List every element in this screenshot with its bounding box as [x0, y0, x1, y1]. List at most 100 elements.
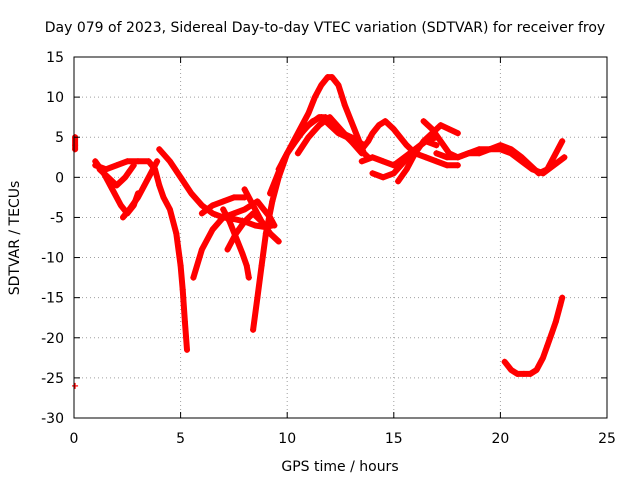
data-point [401, 158, 408, 165]
data-point [375, 122, 382, 129]
data-point [420, 118, 427, 125]
data-point [348, 118, 355, 125]
data-point [269, 198, 276, 205]
series-layer [72, 74, 568, 389]
data-point [552, 318, 559, 325]
data-point [109, 186, 116, 193]
data-point [166, 206, 173, 213]
data-point [390, 162, 397, 169]
data-point [122, 174, 129, 181]
data-point [508, 150, 515, 157]
y-tick-label: -20 [41, 331, 64, 347]
data-point [241, 206, 248, 213]
series-line [395, 122, 461, 185]
data-point [341, 102, 348, 109]
series-line [501, 294, 566, 377]
data-point [497, 146, 504, 153]
y-tick-label: -10 [41, 251, 64, 267]
data-point [369, 154, 376, 161]
data-point [209, 226, 216, 233]
data-point [454, 154, 461, 161]
data-point [258, 218, 265, 225]
data-point [183, 346, 190, 353]
data-point [284, 150, 291, 157]
data-point [198, 246, 205, 253]
data-point [395, 178, 402, 185]
data-point [454, 162, 461, 169]
data-point [316, 122, 323, 129]
data-point [518, 158, 525, 165]
series-arc-m [275, 114, 359, 173]
y-tick-label: -5 [50, 210, 64, 226]
data-point [550, 162, 557, 169]
data-point [301, 126, 308, 133]
data-point [113, 182, 120, 189]
data-point [141, 182, 148, 189]
data-point [145, 158, 152, 165]
data-point [72, 146, 79, 153]
data-point [134, 158, 141, 165]
data-point [540, 170, 547, 177]
series-arc-r [395, 122, 461, 185]
data-point [420, 138, 427, 145]
grid [74, 57, 607, 418]
data-point [311, 94, 318, 101]
x-tick-label: 15 [385, 431, 403, 447]
data-point [233, 230, 240, 237]
x-tick-label: 10 [278, 431, 296, 447]
data-point [130, 162, 137, 169]
data-point [533, 366, 540, 373]
data-point [358, 146, 365, 153]
data-point [348, 138, 355, 145]
y-axis-label: SDTVAR / TECUs [7, 181, 23, 296]
data-point [527, 370, 534, 377]
data-point [113, 162, 120, 169]
data-point [188, 190, 195, 197]
data-point [160, 194, 167, 201]
series-line [120, 158, 161, 221]
data-point [422, 154, 429, 161]
data-point [294, 150, 301, 157]
data-point [156, 182, 163, 189]
data-point [305, 134, 312, 141]
data-point [548, 330, 555, 337]
data-point [226, 218, 233, 225]
x-tick-label: 5 [176, 431, 185, 447]
data-point [390, 126, 397, 133]
data-point [260, 206, 267, 213]
x-tick-label: 0 [70, 431, 79, 447]
series-arc-d [96, 162, 137, 189]
series-arc-g [198, 194, 248, 217]
series-line [250, 114, 367, 333]
data-point [230, 216, 237, 223]
data-point [209, 202, 216, 209]
data-point [358, 158, 365, 165]
x-tick-label: 25 [598, 431, 616, 447]
series-arc-c [120, 158, 161, 221]
data-point [354, 134, 361, 141]
data-point [328, 74, 335, 81]
data-point [120, 214, 127, 221]
data-point [380, 158, 387, 165]
data-point [444, 154, 451, 161]
data-point [239, 250, 246, 257]
data-point [508, 366, 515, 373]
data-point [520, 370, 527, 377]
data-point [476, 150, 483, 157]
data-point [309, 118, 316, 125]
data-point [243, 262, 250, 269]
data-point [156, 146, 163, 153]
data-point [292, 138, 299, 145]
data-point [326, 122, 333, 129]
data-point [105, 174, 112, 181]
data-point [262, 230, 269, 237]
data-point [552, 150, 559, 157]
data-point [390, 170, 397, 177]
series-arc-t [433, 146, 568, 177]
data-point [444, 162, 451, 169]
data-point [224, 246, 231, 253]
chart-title: Day 079 of 2023, Sidereal Day-to-day VTE… [45, 20, 605, 36]
data-point [540, 354, 547, 361]
data-point [382, 118, 389, 125]
